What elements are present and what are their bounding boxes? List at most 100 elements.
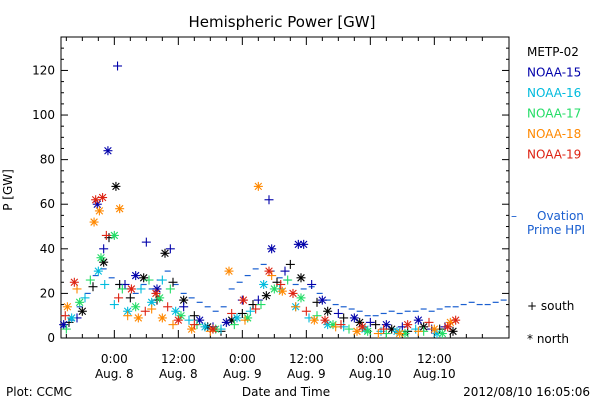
marker-stroke	[110, 231, 119, 240]
data-point-north	[357, 322, 367, 332]
data-point-south	[245, 306, 255, 316]
data-point-north	[62, 302, 72, 312]
y-axis: 0 20 40 60 80 100 120	[32, 47, 509, 345]
plot-timestamp: 2012/08/10 16:05:06	[463, 385, 590, 399]
marker-stroke	[278, 287, 287, 295]
marker-stroke	[414, 316, 423, 324]
data-point-north	[224, 266, 234, 276]
data-point-south	[339, 313, 349, 323]
data-point-south	[237, 308, 247, 318]
marker-stroke	[350, 314, 359, 322]
legend-entry-noaa-18: NOAA-18	[527, 127, 581, 141]
marker-stroke	[209, 325, 217, 333]
data-point-south	[109, 300, 119, 310]
x-tick-date-label: Aug. 8	[159, 367, 198, 381]
data-point-south	[424, 317, 434, 327]
marker-stroke	[433, 329, 441, 338]
marker-stroke	[95, 207, 104, 215]
marker-stroke	[265, 267, 273, 275]
data-point-south	[373, 329, 383, 339]
data-point-south	[60, 311, 70, 321]
data-point-north	[155, 293, 165, 303]
data-point-north	[173, 315, 183, 325]
legend-entry-noaa-19: NOAA-19	[527, 148, 581, 162]
marker-stroke	[299, 240, 308, 249]
y-tick-label: 40	[40, 242, 55, 256]
data-point-south	[157, 275, 167, 285]
data-point-south	[80, 293, 90, 303]
marker-stroke	[139, 274, 148, 282]
marker-stroke	[127, 285, 136, 293]
data-point-north	[133, 313, 143, 323]
marker-stroke	[438, 329, 447, 338]
x-tick-date-label: Aug.10	[349, 367, 392, 381]
data-point-north	[349, 313, 359, 323]
marker-stroke	[259, 280, 268, 289]
x-tick-time-label: 0:00	[357, 352, 384, 366]
data-point-north	[96, 253, 106, 263]
data-point-north	[94, 206, 104, 216]
data-point-south	[140, 306, 150, 316]
data-point-south	[144, 275, 154, 285]
marker-stroke	[395, 329, 404, 338]
marker-stroke	[155, 294, 164, 302]
marker-stroke	[201, 323, 209, 331]
data-point-north	[109, 230, 119, 240]
marker-stroke	[401, 329, 409, 338]
marker-stroke	[321, 316, 329, 324]
satellite-data-points	[59, 61, 461, 339]
data-point-north	[288, 288, 298, 298]
data-point-north	[238, 295, 248, 305]
data-point-north	[299, 239, 309, 249]
x-tick-date-label: Aug. 9	[287, 367, 326, 381]
marker-stroke	[134, 314, 143, 322]
marker-stroke	[310, 316, 319, 324]
data-point-north	[126, 284, 136, 294]
marker-stroke	[94, 267, 103, 275]
data-point-south	[136, 284, 146, 294]
data-point-north	[91, 195, 101, 205]
data-point-north	[261, 291, 271, 301]
data-point-south	[229, 320, 239, 330]
data-point-south	[336, 320, 346, 330]
marker-stroke	[161, 249, 169, 258]
marker-stroke	[75, 298, 84, 307]
data-point-north	[67, 313, 77, 323]
data-point-south	[113, 61, 123, 71]
marker-stroke	[297, 294, 305, 302]
data-point-north	[221, 317, 231, 327]
marker-stroke	[153, 285, 161, 293]
y-tick-label: 120	[32, 63, 55, 77]
marker-stroke	[70, 278, 79, 287]
data-point-north	[171, 306, 181, 316]
data-point-north	[200, 322, 210, 332]
data-point-south	[101, 230, 111, 240]
data-point-north	[103, 146, 113, 156]
data-point-north	[277, 286, 287, 296]
data-point-north	[131, 302, 141, 312]
legend: METP-02 NOAA-15 NOAA-16 NOAA-17 NOAA-18 NOAA-…	[511, 45, 585, 346]
data-point-north	[296, 273, 306, 283]
y-tick-label: 20	[40, 286, 55, 300]
data-point-south	[379, 324, 389, 334]
data-point-south	[179, 302, 189, 312]
data-point-south	[291, 302, 301, 312]
data-point-north	[131, 271, 141, 281]
y-tick-label: 60	[40, 197, 55, 211]
y-tick-label: 80	[40, 153, 55, 167]
data-point-south	[99, 244, 109, 254]
data-point-south	[114, 293, 124, 303]
data-point-south	[189, 320, 199, 330]
data-point-north	[267, 244, 277, 254]
data-point-north	[208, 324, 218, 334]
marker-stroke	[90, 218, 98, 226]
data-point-north	[309, 315, 319, 325]
data-point-south	[256, 300, 266, 310]
x-tick-time-label: 12:00	[417, 352, 452, 366]
marker-stroke	[158, 314, 167, 322]
data-point-south	[61, 324, 71, 334]
marker-stroke	[112, 182, 120, 191]
data-point-north	[89, 217, 99, 227]
data-point-north	[160, 248, 170, 258]
